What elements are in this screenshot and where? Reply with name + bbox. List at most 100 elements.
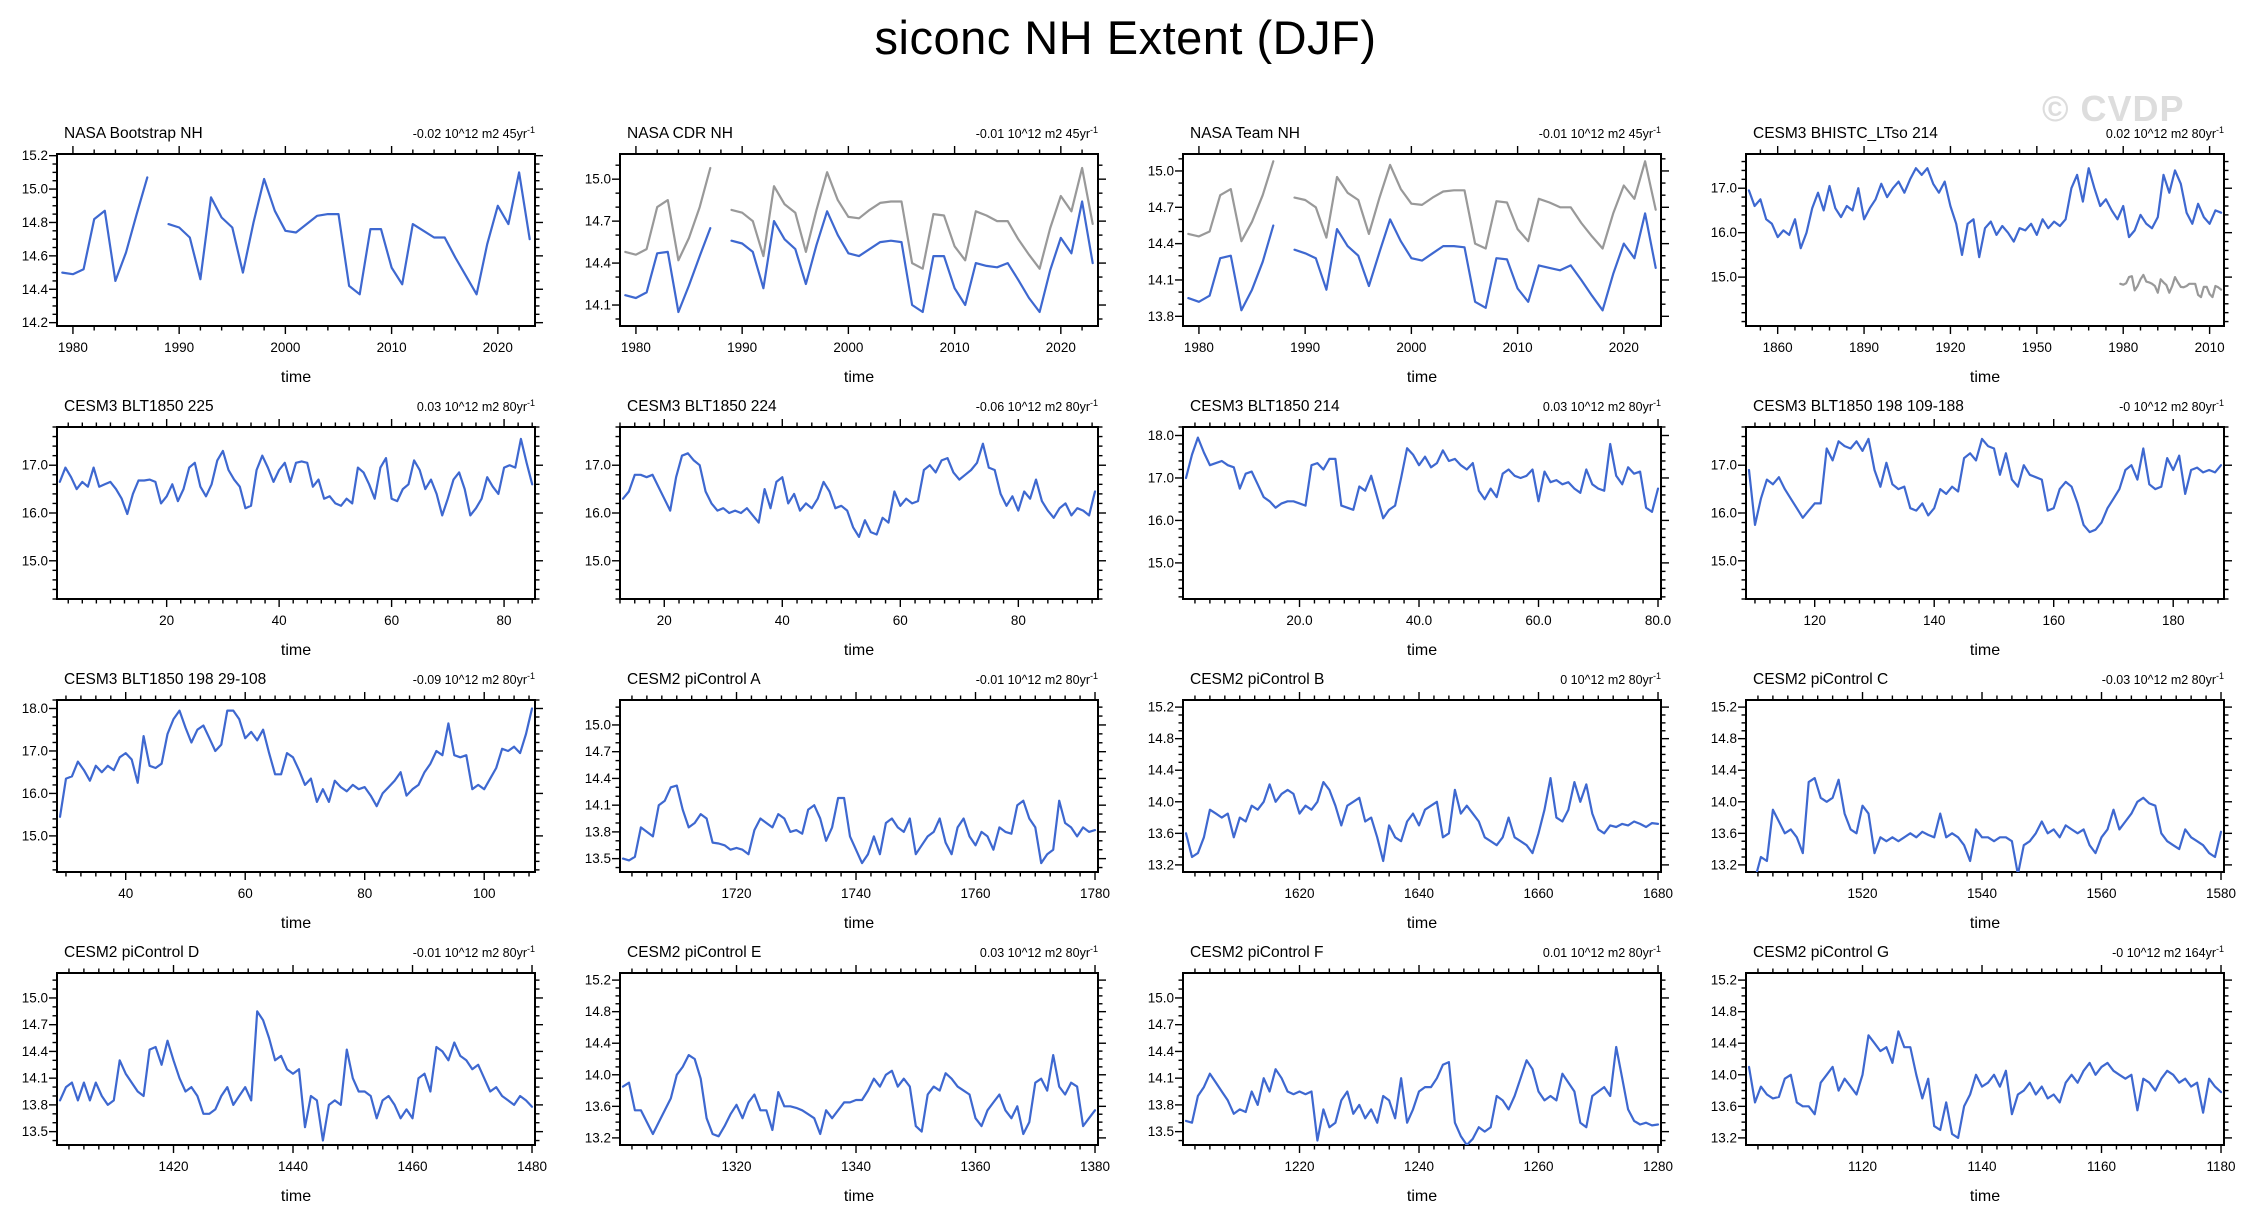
panel-nasa-bootstrap-nh: 1980 1990 2000 2010 2020 15.2 15.0 14.8 14.6 14.4… xyxy=(22,125,543,386)
series-group xyxy=(58,707,534,818)
x-tick-label: 1540 xyxy=(1967,886,1997,901)
panel-cesm2-picontrol-d: 1420 1440 1460 1480 15.0 14.7 14.4 14.1 13.8 13.5… xyxy=(22,944,547,1205)
x-tick-label: 1320 xyxy=(721,1159,751,1174)
x-tick-label: 1480 xyxy=(517,1159,547,1174)
x-tick-label: 2000 xyxy=(1396,340,1426,355)
y-tick-label: 14.4 xyxy=(585,256,612,271)
plot-frame xyxy=(619,699,1099,873)
trend-label: -0.01 10^12 m2 80yr-1 xyxy=(413,944,535,960)
cesm3-blt1850-225-line xyxy=(58,437,534,517)
x-axis-title: time xyxy=(281,915,311,932)
x-axis-title: time xyxy=(281,642,311,659)
axis-labels: 1720 1740 1760 1780 15.0 14.7 14.4 14.1 13.8 13.5 xyxy=(585,717,1110,901)
plot-frame xyxy=(56,153,536,327)
x-tick-label: 2010 xyxy=(2195,340,2225,355)
plot-frame xyxy=(56,972,536,1146)
trend-label: 0.03 10^12 m2 80yr-1 xyxy=(1543,398,1661,414)
y-tick-label: 14.4 xyxy=(1711,763,1738,778)
axis-ticks xyxy=(1738,419,2232,607)
panel-nasa-team-nh: 1980 1990 2000 2010 2020 15.0 14.7 14.4 14.1 13.8… xyxy=(1148,125,1669,386)
axis-labels: 20.0 40.0 60.0 80.0 18.0 17.0 16.0 15.0 xyxy=(1148,428,1671,628)
axis-labels: 1520 1540 1560 1580 15.2 14.8 14.4 14.0 13.6 13.2 xyxy=(1711,700,2236,901)
plot-frame xyxy=(1182,426,1662,600)
x-tick-label: 2010 xyxy=(1503,340,1533,355)
y-tick-label: 14.7 xyxy=(585,744,611,759)
y-tick-label: 14.7 xyxy=(22,1017,48,1032)
x-axis-title: time xyxy=(1407,915,1437,932)
y-tick-label: 13.8 xyxy=(585,824,611,839)
plot-frame xyxy=(56,699,536,873)
axis-labels: 1420 1440 1460 1480 15.0 14.7 14.4 14.1 13.8 13.5 xyxy=(22,990,547,1174)
y-tick-label: 13.8 xyxy=(1148,309,1174,324)
x-tick-label: 1220 xyxy=(1284,1159,1314,1174)
y-tick-label: 15.2 xyxy=(22,148,48,163)
y-tick-label: 14.0 xyxy=(1711,794,1737,809)
cesm3-blt1850-198-109-188-line xyxy=(1747,437,2223,534)
y-tick-label: 14.0 xyxy=(1148,794,1174,809)
y-tick-label: 14.1 xyxy=(1148,1071,1174,1086)
y-tick-label: 16.0 xyxy=(1711,225,1737,240)
x-tick-label: 1990 xyxy=(1290,340,1320,355)
nasa-bootstrap-line xyxy=(61,171,531,296)
x-tick-label: 1860 xyxy=(1763,340,1793,355)
y-tick-label: 14.8 xyxy=(585,1004,611,1019)
axis-ticks xyxy=(1175,692,1669,880)
y-tick-label: 15.2 xyxy=(1711,700,1737,715)
axis-ticks xyxy=(612,692,1106,880)
series-group xyxy=(1184,777,1660,863)
panel-cesm2-picontrol-f: 1220 1240 1260 1280 15.0 14.7 14.4 14.1 13.8 13.5… xyxy=(1148,944,1673,1205)
x-tick-label: 1990 xyxy=(727,340,757,355)
x-tick-label: 2000 xyxy=(833,340,863,355)
y-tick-label: 18.0 xyxy=(22,701,48,716)
cesm3-bhistc-ltso-line xyxy=(1747,167,2223,259)
series-group xyxy=(621,442,1097,538)
y-tick-label: 15.2 xyxy=(1148,700,1174,715)
x-tick-label: 1520 xyxy=(1847,886,1877,901)
plot-frame xyxy=(1745,426,2225,600)
plot-frame xyxy=(619,426,1099,600)
y-tick-label: 14.4 xyxy=(585,1036,612,1051)
axis-ticks xyxy=(49,692,543,880)
panel-title: CESM2 piControl E xyxy=(627,944,761,961)
panel-cesm3-blt1850-198-29-108: 40 60 80 100 18.0 17.0 16.0 15.0 time CESM3 BLT18… xyxy=(22,671,543,932)
x-tick-label: 1620 xyxy=(1284,886,1314,901)
panel-cesm2-picontrol-e: 1320 1340 1360 1380 15.2 14.8 14.4 14.0 13.6 13.2… xyxy=(585,944,1110,1205)
trend-label: -0.01 10^12 m2 45yr-1 xyxy=(1539,125,1661,141)
y-tick-label: 13.2 xyxy=(1711,1130,1737,1145)
x-tick-label: 140 xyxy=(1923,613,1946,628)
trend-label: -0 10^12 m2 80yr-1 xyxy=(2119,398,2224,414)
y-tick-label: 17.0 xyxy=(1711,458,1737,473)
x-axis-title: time xyxy=(1970,915,2000,932)
y-tick-label: 15.2 xyxy=(585,973,611,988)
y-tick-label: 16.0 xyxy=(585,506,611,521)
y-tick-label: 15.0 xyxy=(585,717,611,732)
axis-labels: 1980 1990 2000 2010 2020 15.0 14.7 14.4 14.1 xyxy=(585,172,1076,355)
y-tick-label: 13.5 xyxy=(585,851,611,866)
y-tick-label: 14.7 xyxy=(1148,1017,1174,1032)
x-tick-label: 1240 xyxy=(1404,1159,1434,1174)
series-group xyxy=(1747,167,2223,299)
cesm3-blt1850-224-line xyxy=(621,442,1097,538)
y-tick-label: 13.6 xyxy=(1148,826,1174,841)
cesm3-blt1850-198-29-108-line xyxy=(58,707,534,818)
nasa-cdr-line xyxy=(624,200,1094,314)
plot-frame xyxy=(619,972,1099,1146)
y-tick-label: 14.7 xyxy=(585,214,611,229)
axis-ticks xyxy=(49,146,543,334)
axis-labels: 1860 1890 1920 1950 1980 2010 17.0 16.0 15.0 xyxy=(1711,181,2225,355)
axis-ticks xyxy=(1175,419,1669,607)
y-tick-label: 15.0 xyxy=(1711,553,1737,568)
y-tick-label: 14.4 xyxy=(1148,1044,1175,1059)
x-tick-label: 80 xyxy=(1011,613,1026,628)
x-tick-label: 160 xyxy=(2042,613,2065,628)
x-tick-label: 80 xyxy=(357,886,372,901)
panel-title: CESM3 BLT1850 225 xyxy=(64,398,214,415)
axis-ticks xyxy=(1738,692,2232,880)
x-tick-label: 2020 xyxy=(483,340,513,355)
x-tick-label: 1990 xyxy=(164,340,194,355)
y-tick-label: 16.0 xyxy=(22,506,48,521)
figure-title: siconc NH Extent (DJF) xyxy=(874,11,1377,64)
axis-labels: 20 40 60 80 17.0 16.0 15.0 xyxy=(22,458,512,628)
y-tick-label: 14.0 xyxy=(585,1067,611,1082)
